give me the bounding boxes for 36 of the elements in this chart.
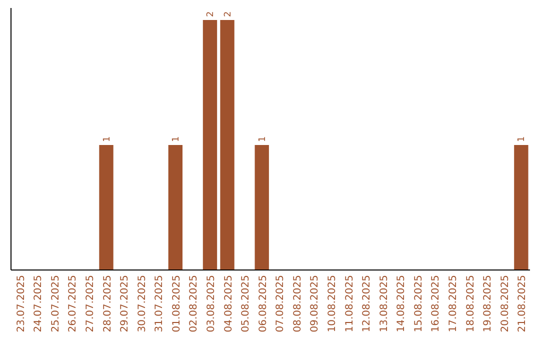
x-tick-label: 28.07.2025 [102,275,114,332]
x-tick-label: 12.08.2025 [362,275,373,332]
data-label: 1 [171,136,182,142]
x-tick-label: 15.08.2025 [413,275,424,332]
x-tick-label: 19.08.2025 [482,275,494,332]
x-tick-label: 01.08.2025 [171,275,182,332]
x-tick-label: 21.08.2025 [517,275,528,332]
x-tick-label: 18.08.2025 [465,275,476,332]
x-tick-label: 24.07.2025 [33,275,44,332]
data-label: 1 [517,136,528,142]
x-tick-label: 07.08.2025 [275,275,286,332]
x-tick-label: 17.08.2025 [448,275,460,332]
x-tick-label: 29.07.2025 [120,275,131,332]
x-tick-label: 25.07.2025 [50,275,62,332]
x-tick-label: 23.07.2025 [16,275,27,332]
x-tick-label: 13.08.2025 [378,275,390,332]
x-tick-label: 20.08.2025 [500,275,511,332]
x-tick-label: 09.08.2025 [310,275,321,332]
x-tick-label: 08.08.2025 [292,275,304,332]
data-label: 1 [258,136,268,142]
x-tick-label: 03.08.2025 [206,275,217,332]
x-tick-label: 14.08.2025 [396,275,408,332]
data-label: 1 [102,136,112,142]
x-tick-label: 02.08.2025 [188,275,200,332]
x-tick-label: 16.08.2025 [430,275,442,332]
data-label: 2 [206,11,216,17]
x-tick-label: 04.08.2025 [223,275,234,332]
x-tick-label: 11.08.2025 [344,275,356,332]
x-tick-label: 05.08.2025 [240,275,252,332]
x-tick-label: 10.08.2025 [327,275,338,332]
x-tick-label: 30.07.2025 [136,275,148,332]
x-tick-label: 26.07.2025 [68,275,79,332]
x-tick-label: 31.07.2025 [154,275,166,332]
data-label: 2 [223,11,234,17]
x-tick-label: 06.08.2025 [258,275,269,332]
x-tick-label: 27.07.2025 [84,275,96,332]
